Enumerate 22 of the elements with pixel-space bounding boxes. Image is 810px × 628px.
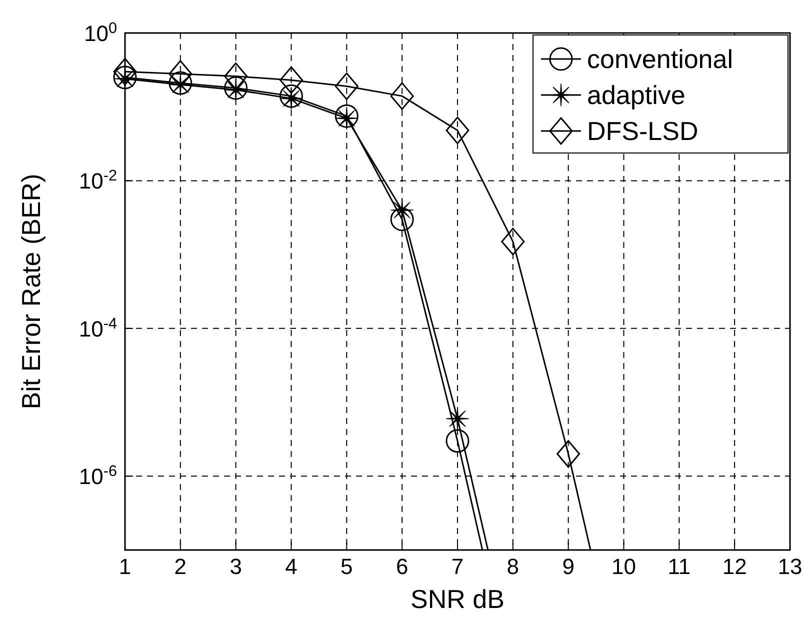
x-tick-label: 8	[506, 554, 520, 579]
y-tick-label: 10$^{0}$	[84, 20, 117, 46]
y-axis-title: Bit Error Rate (BER)	[16, 174, 46, 410]
x-tick-label: 5	[340, 554, 353, 579]
x-tick-label: 9	[562, 554, 574, 579]
x-tick-label: 10	[612, 554, 636, 579]
x-tick-label: 4	[285, 554, 298, 579]
y-tick-label: 10$^{-6}$	[78, 462, 117, 490]
x-tick-label: 11	[668, 554, 691, 579]
legend-label: adaptive	[587, 80, 686, 110]
legend-label: DFS-LSD	[587, 116, 698, 146]
x-tick-label: 12	[722, 554, 747, 579]
legend-label: conventional	[587, 44, 733, 74]
x-axis-title: SNR dB	[410, 584, 504, 614]
y-tick-label: 10$^{-4}$	[78, 314, 118, 342]
x-tick-label: 3	[230, 554, 242, 579]
x-tick-label: 7	[451, 554, 464, 579]
x-tick-label: 1	[118, 554, 132, 579]
x-tick-label: 6	[396, 554, 408, 579]
x-tick-label: 2	[174, 554, 187, 579]
x-tick-label: 13	[778, 554, 802, 579]
y-tick-label: 10$^{-2}$	[78, 167, 117, 194]
